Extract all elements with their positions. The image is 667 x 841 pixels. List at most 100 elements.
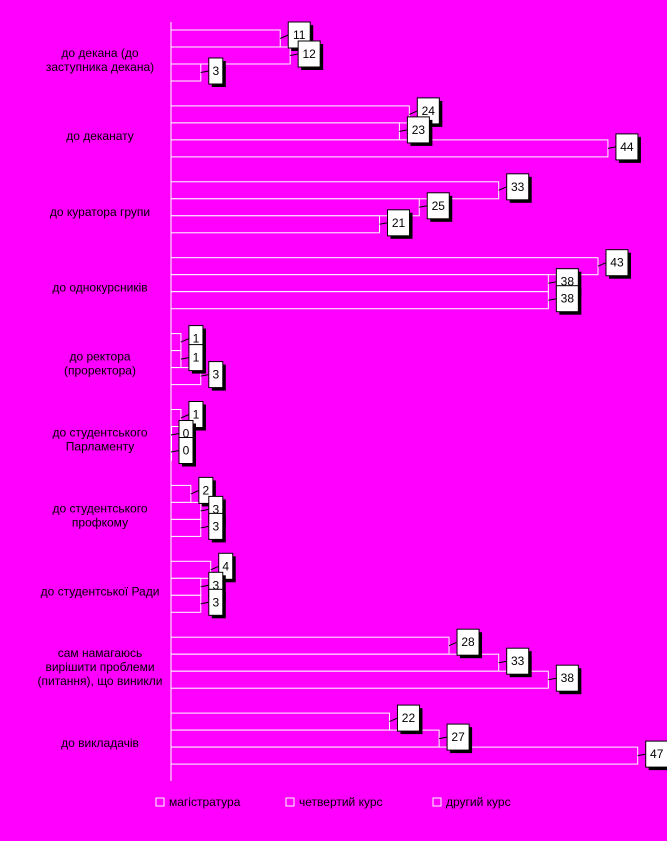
data-label: 25 (432, 199, 446, 213)
data-label-connector (389, 717, 398, 723)
data-label-connector (379, 222, 388, 225)
bar (170, 333, 182, 352)
category-label: сам намагаюсь вирішити проблеми (питання),… (38, 646, 163, 688)
category-label-line: (питання), що виникли (38, 674, 163, 688)
data-label: 33 (511, 180, 525, 194)
data-label-connector (200, 508, 209, 512)
data-label: 1 (193, 408, 200, 422)
category-label-line: сам намагаюсь (58, 646, 143, 660)
bar (170, 198, 420, 217)
category-label-line: до студентської Ради (41, 584, 160, 598)
legend-label: другий курс (446, 795, 511, 809)
bar (170, 746, 639, 765)
data-label-connector (170, 433, 180, 436)
category-label: до ректора (проректора) (64, 350, 136, 378)
category-label-line: до студентського (52, 425, 147, 439)
data-label: 43 (610, 256, 624, 270)
data-label-connector (200, 374, 209, 377)
data-label-connector (637, 753, 646, 757)
bar (170, 484, 192, 503)
category-label: до студентського Парламенту (52, 425, 147, 453)
data-label: 3 (212, 519, 219, 533)
data-label-connector (190, 489, 200, 495)
data-label: 3 (212, 502, 219, 516)
data-label: 38 (561, 292, 575, 306)
bar (170, 636, 450, 655)
category-label: до куратора групи (50, 205, 150, 219)
bar (170, 577, 202, 596)
category-label-line: до декана (до (61, 46, 139, 60)
category-label-line: профкому (72, 515, 128, 529)
category-label: до викладачів (61, 736, 139, 750)
bar (170, 63, 202, 82)
data-label: 12 (302, 47, 316, 61)
bar (170, 594, 202, 613)
data-label: 0 (183, 444, 190, 458)
bar (170, 122, 400, 141)
data-label-connector (548, 677, 557, 681)
data-label: 22 (402, 711, 416, 725)
legend-label: магістратура (169, 795, 241, 809)
data-label: 28 (461, 635, 475, 649)
data-label-connector (180, 338, 190, 343)
data-label-connector (200, 70, 209, 73)
data-label: 24 (422, 104, 436, 118)
data-label: 1 (193, 351, 200, 365)
data-label: 3 (212, 578, 219, 592)
legend-swatch (155, 797, 165, 807)
data-label: 2 (203, 483, 210, 497)
data-label: 11 (293, 28, 306, 42)
bar (170, 274, 549, 293)
data-label: 33 (511, 654, 525, 668)
legend-label: четвертий курс (299, 795, 383, 809)
data-label: 27 (451, 730, 465, 744)
data-label-connector (170, 450, 180, 453)
data-label: 4 (222, 559, 229, 573)
category-label-line: вирішити проблеми (45, 660, 154, 674)
bars-layer (170, 29, 639, 765)
data-label: 3 (212, 595, 219, 609)
data-label-connector (498, 186, 507, 191)
data-label-connector (180, 357, 190, 360)
bar (170, 712, 390, 731)
data-label-connector (419, 205, 428, 208)
category-label-line: до деканату (66, 129, 134, 143)
bar (170, 139, 609, 158)
legend-swatch (285, 797, 295, 807)
data-label-connector (498, 660, 507, 664)
data-label-connector (607, 146, 617, 149)
data-label: 38 (561, 671, 575, 685)
category-label-line: до куратора групи (50, 205, 150, 219)
bar (170, 670, 549, 689)
category-label-line: (проректора) (64, 364, 136, 378)
category-label: до декана (до заступника декана) (46, 46, 154, 74)
bar (170, 105, 410, 124)
data-label-connector (200, 601, 209, 605)
bar (170, 729, 440, 748)
data-label: 23 (412, 123, 426, 137)
legend-swatch (432, 797, 442, 807)
bar (170, 29, 281, 48)
bar (170, 350, 182, 369)
category-label-line: до викладачів (61, 736, 139, 750)
data-label-connector (200, 525, 209, 529)
data-label-connector (439, 736, 448, 740)
bar (170, 653, 500, 672)
bar (170, 501, 202, 520)
bar (170, 560, 212, 579)
data-label-connector (290, 53, 299, 56)
legend: магістратура четвертий курс другий курс (155, 795, 511, 809)
bar (170, 518, 202, 537)
data-label: 3 (212, 368, 219, 382)
category-label: до деканату (66, 129, 134, 143)
category-labels-layer: до декана (до заступника декана)до декана… (38, 46, 163, 750)
data-label-connector (548, 298, 557, 301)
bar (170, 215, 381, 234)
category-label-line: до однокурсників (52, 281, 147, 295)
bar (170, 291, 549, 310)
category-label-line: Парламенту (66, 439, 134, 453)
data-label-connector (548, 281, 557, 284)
data-label-connector (448, 641, 458, 647)
data-label: 47 (650, 747, 664, 761)
